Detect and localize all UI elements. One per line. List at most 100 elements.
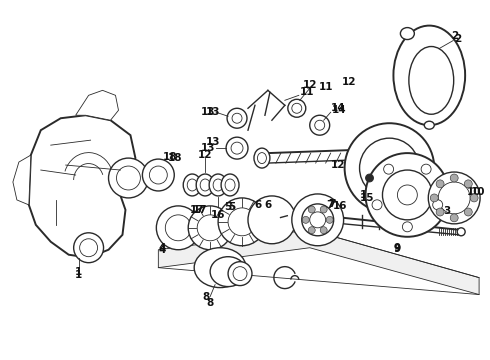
Text: 16: 16 [211,210,225,220]
Circle shape [366,153,449,237]
Circle shape [292,103,302,113]
Circle shape [80,239,98,257]
Polygon shape [29,115,135,258]
Circle shape [233,267,247,280]
Ellipse shape [257,153,267,163]
Text: 7: 7 [328,199,335,209]
Text: 15: 15 [360,193,375,203]
Polygon shape [158,230,479,294]
Ellipse shape [225,179,235,191]
Circle shape [227,108,247,128]
Ellipse shape [254,148,270,168]
Circle shape [310,115,330,135]
Text: 10: 10 [471,187,486,197]
Circle shape [450,174,458,182]
Text: 8: 8 [206,298,214,307]
Circle shape [143,159,174,191]
Text: 17: 17 [190,205,204,215]
Text: 9: 9 [394,243,401,253]
Ellipse shape [393,26,465,125]
Circle shape [430,194,438,202]
Circle shape [156,206,200,250]
Circle shape [292,194,343,246]
Circle shape [383,170,432,220]
Text: 13: 13 [206,137,220,147]
Text: 11: 11 [300,87,314,97]
Circle shape [436,208,444,216]
Ellipse shape [213,179,223,191]
Text: 18: 18 [163,152,177,162]
Circle shape [231,142,243,154]
Ellipse shape [209,174,227,196]
Ellipse shape [210,257,246,287]
Text: 13: 13 [206,107,220,117]
Circle shape [366,174,373,182]
Circle shape [402,222,413,232]
Text: 4: 4 [159,245,166,255]
Circle shape [308,227,315,234]
Text: 11: 11 [318,82,333,93]
Text: 16: 16 [332,201,347,211]
Circle shape [108,158,148,198]
Circle shape [428,172,480,224]
Text: 18: 18 [168,153,183,163]
Text: 17: 17 [193,205,207,215]
Text: 6: 6 [254,200,262,210]
Circle shape [360,138,419,198]
Text: 9: 9 [394,244,401,254]
Ellipse shape [196,174,214,196]
Text: 13: 13 [200,143,215,153]
Ellipse shape [194,248,246,288]
Circle shape [149,166,167,184]
Circle shape [457,228,465,236]
Circle shape [436,180,444,188]
Circle shape [188,206,232,250]
Circle shape [248,196,296,244]
Text: 13: 13 [200,107,215,117]
Circle shape [308,206,315,213]
Circle shape [288,99,306,117]
Ellipse shape [424,121,434,129]
Text: 12: 12 [342,77,356,87]
Circle shape [421,164,431,174]
Text: 4: 4 [159,243,166,253]
Circle shape [372,200,382,210]
Text: 12: 12 [302,80,317,90]
Text: 10: 10 [467,187,481,197]
Circle shape [450,214,458,222]
Text: 3: 3 [436,210,443,220]
Circle shape [165,215,191,241]
Text: 1: 1 [75,270,82,280]
Text: 8: 8 [202,292,210,302]
Circle shape [197,215,223,241]
Text: 14: 14 [330,103,345,113]
Text: 2: 2 [452,31,459,41]
Polygon shape [75,90,119,120]
Circle shape [433,200,442,210]
Text: 5: 5 [228,202,236,212]
Text: 1: 1 [75,267,82,276]
Text: 12: 12 [198,150,212,160]
Ellipse shape [400,28,415,40]
Text: 2: 2 [454,33,462,44]
Text: 3: 3 [443,206,451,216]
Text: 14: 14 [332,105,346,115]
Ellipse shape [409,46,454,114]
Circle shape [310,212,326,228]
Ellipse shape [221,174,239,196]
Circle shape [320,227,327,234]
Ellipse shape [200,179,210,191]
Circle shape [228,208,256,236]
Circle shape [117,166,141,190]
Circle shape [382,160,397,176]
Polygon shape [13,155,31,205]
Circle shape [384,164,393,174]
Circle shape [320,206,327,213]
Circle shape [326,216,333,223]
Circle shape [232,113,242,123]
Text: 15: 15 [360,190,375,200]
Circle shape [465,180,472,188]
Circle shape [470,194,478,202]
Circle shape [74,233,103,263]
Circle shape [344,123,434,213]
